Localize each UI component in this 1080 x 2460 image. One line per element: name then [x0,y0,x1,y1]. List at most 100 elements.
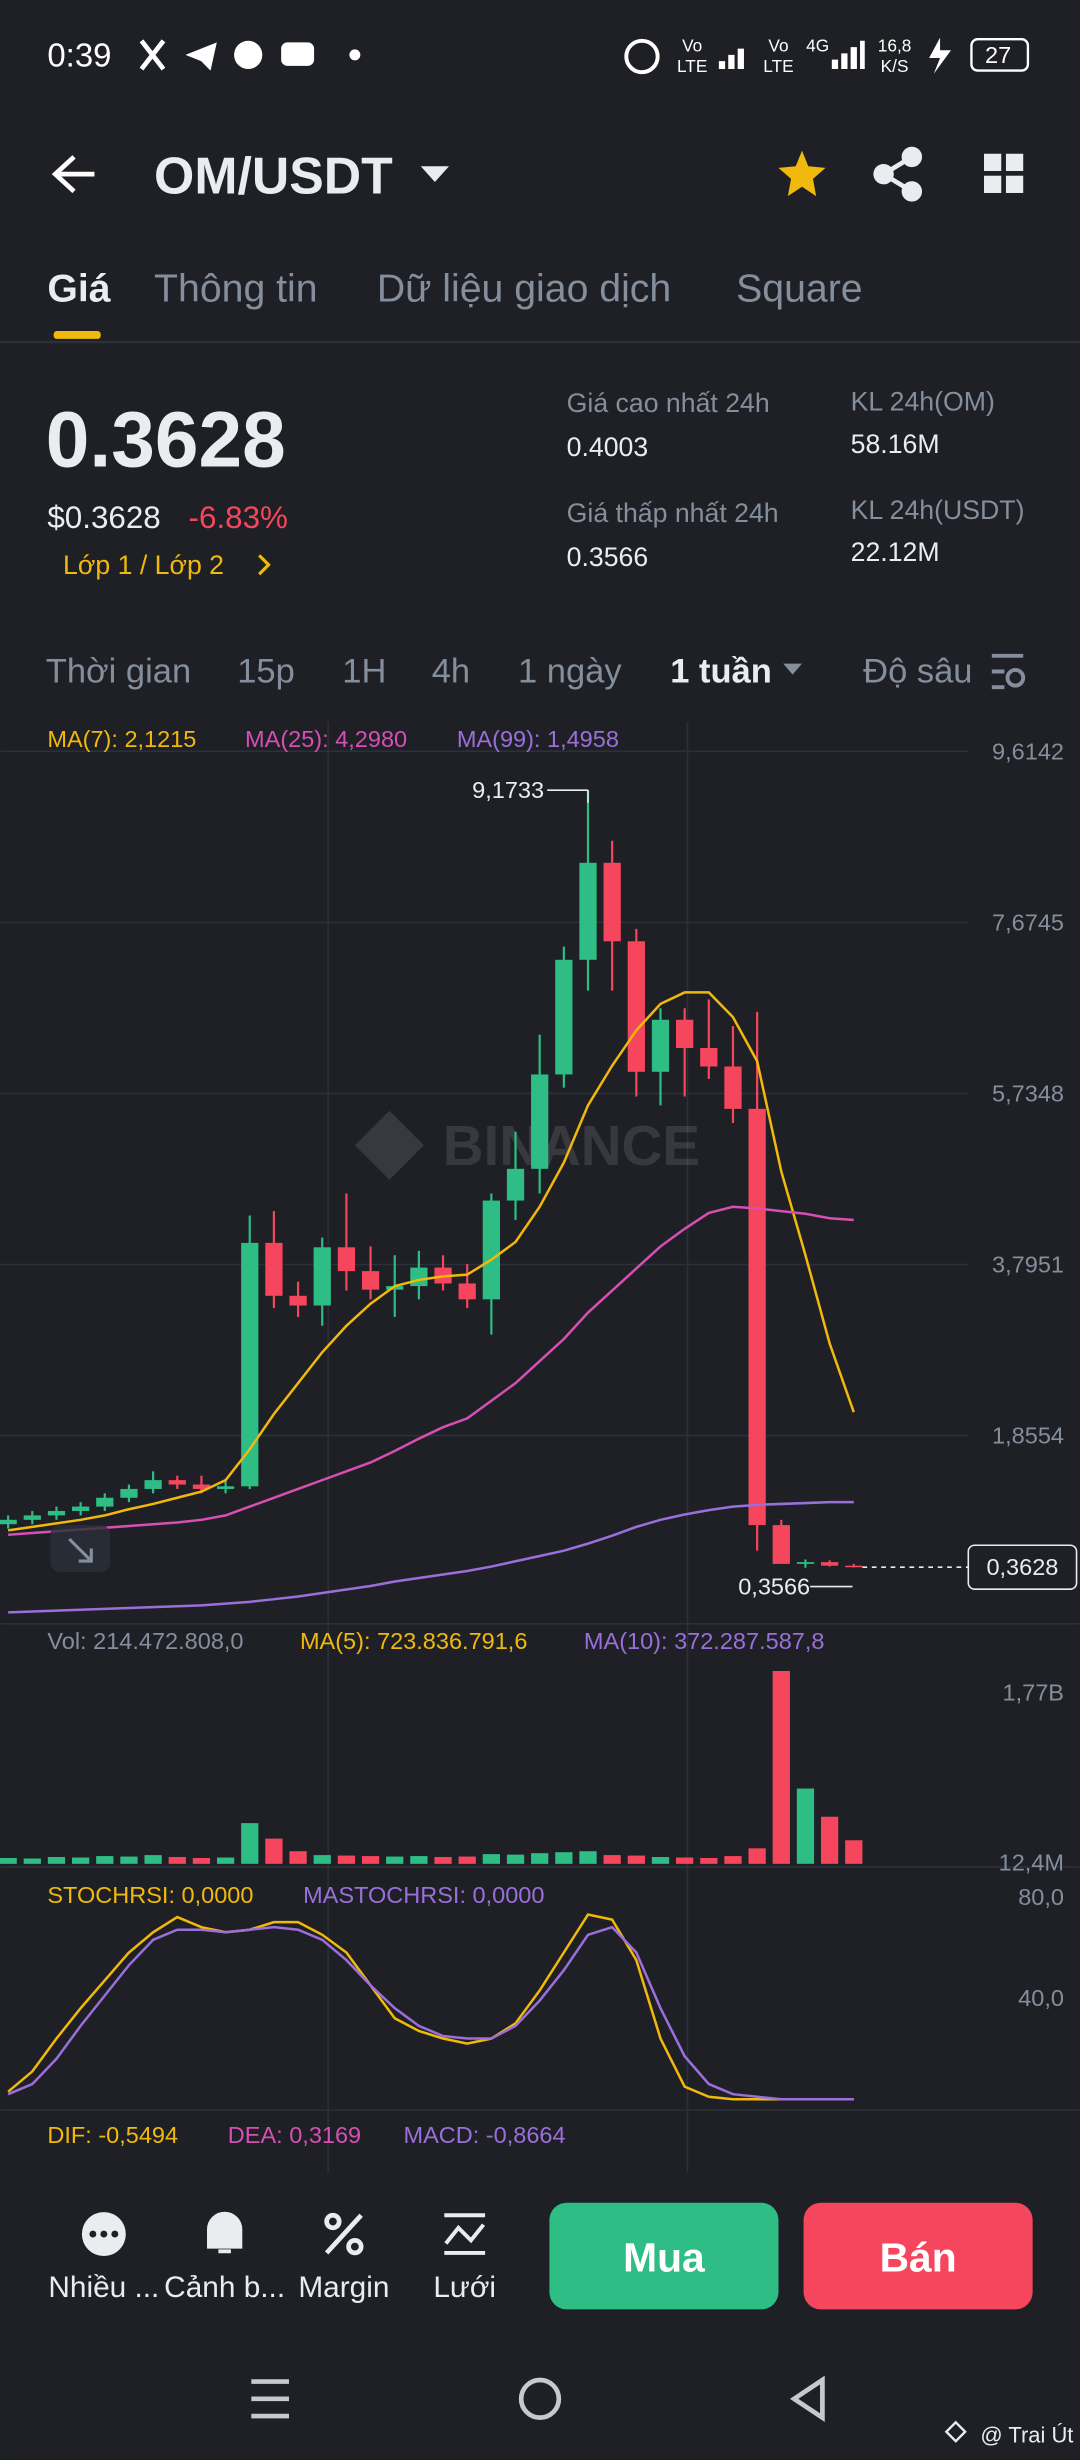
y-tick-label: 7,6745 [992,909,1064,935]
tab[interactable]: Thông tin [154,267,318,311]
volte: Vo [682,35,702,55]
net-speed-unit: K/S [881,56,909,76]
y-tick-label: 1,8554 [992,1423,1064,1449]
action-label[interactable]: Cảnh b... [164,2271,285,2304]
volume-bar [0,1858,17,1864]
volume-bar [579,1851,597,1864]
stat-value: 58.16M [851,429,940,459]
interval[interactable]: 4h [432,652,470,690]
last-price: 0.3628 [46,395,286,483]
nav-back[interactable] [789,2375,825,2423]
interval[interactable]: 15p [237,652,295,690]
volume-bar [748,1848,766,1864]
volte: LTE [677,56,707,76]
alert-icon[interactable] [207,2211,243,2254]
candle-body [289,1295,307,1306]
legend-label: MA(10): 372.287.587,8 [584,1628,825,1654]
candle-body [772,1525,790,1564]
watermark: BINANCE [354,1110,700,1180]
volume-bar [676,1857,694,1864]
nav-menu[interactable] [251,2379,289,2419]
more-icon[interactable] [81,2212,126,2257]
legend-label: MASTOCHRSI: 0,0000 [303,1882,544,1908]
interval[interactable]: 1 ngày [518,652,622,690]
annotation-label: 0,3566 [738,1574,810,1600]
candle-body [241,1242,259,1487]
buy-label[interactable]: Mua [623,2235,705,2281]
price-change: -6.83% [189,500,288,535]
stat-value: 0.3566 [567,542,649,572]
last-price-label: 0,3628 [986,1554,1058,1580]
volume-bar [627,1855,645,1864]
footer-credit: @ Trai Út [980,2422,1073,2447]
interval[interactable]: 1H [342,652,386,690]
volume-bar [651,1857,670,1864]
tab[interactable]: Dữ liệu giao dịch [377,267,671,311]
layout-button[interactable] [983,153,1024,193]
interval[interactable]: Độ sâu [863,652,972,690]
footer-icon [944,2420,967,2443]
share-button[interactable] [873,146,923,202]
y-tick-label: 40,0 [1018,1985,1064,2011]
y-tick-label: 12,4M [999,1850,1064,1876]
candle-body [724,1066,742,1109]
annotation-label: 9,1733 [472,777,544,803]
grid-icon[interactable] [444,2213,486,2255]
interval-dropdown[interactable] [783,663,803,675]
expand-icon[interactable] [68,1537,93,1563]
sell-button[interactable] [803,2202,1033,2310]
action-label[interactable]: Lưới [433,2271,496,2304]
ma-line [8,1205,854,1537]
interval[interactable]: Thời gian [46,652,191,690]
candle-body [651,1019,670,1072]
margin-icon[interactable] [324,2212,364,2256]
back-button[interactable] [51,155,95,194]
usd-price: $0.3628 [47,500,160,535]
volume-bar [23,1858,41,1864]
action-label[interactable]: Nhiều ... [48,2271,159,2304]
interval-selected[interactable]: 1 tuần [670,652,772,690]
volume-bar [337,1855,356,1864]
volume-bar [482,1854,500,1864]
telegram-icon [185,42,217,71]
volume-bar [506,1854,525,1864]
tab[interactable]: Giá [47,267,110,311]
volume-bar [72,1857,90,1864]
nav-home[interactable] [518,2377,562,2420]
y-tick-label: 5,7348 [992,1080,1064,1106]
battery-level: 27 [985,42,1011,68]
candle-body [192,1484,211,1489]
legend-label: MA(99): 1,4958 [457,726,619,752]
tags-arrow[interactable] [258,554,271,576]
volume-bar [241,1823,259,1864]
sell-label[interactable]: Bán [880,2235,957,2281]
legend-label: MA(7): 2,1215 [47,726,196,752]
buy-button[interactable] [549,2202,779,2310]
volume-bar [96,1856,114,1864]
chart-settings[interactable] [991,653,1026,690]
tab[interactable]: Square [736,267,862,311]
volte: Vo [768,35,788,55]
chart-frame [0,721,1080,2173]
signal-icon [831,40,865,70]
candle-body [216,1486,235,1489]
action-label[interactable]: Margin [298,2271,389,2304]
volume-bar [265,1838,283,1864]
tab-indicator [53,331,101,339]
candle-body [0,1519,17,1525]
y-tick-label: 80,0 [1018,1884,1064,1910]
volume-bar [796,1788,815,1864]
candle-body [531,1074,549,1169]
stat-label: KL 24h(USDT) [851,495,1025,525]
candle-body [23,1515,41,1520]
candle-body [47,1510,66,1516]
volume-bar [820,1816,839,1864]
pair-title[interactable]: OM/USDT [154,147,393,205]
tags[interactable]: Lớp 1 / Lớp 2 [63,550,224,580]
favorite-star[interactable] [778,150,826,197]
pair-dropdown[interactable] [420,166,450,182]
candle-body [555,959,573,1075]
volume-bar [772,1670,790,1864]
